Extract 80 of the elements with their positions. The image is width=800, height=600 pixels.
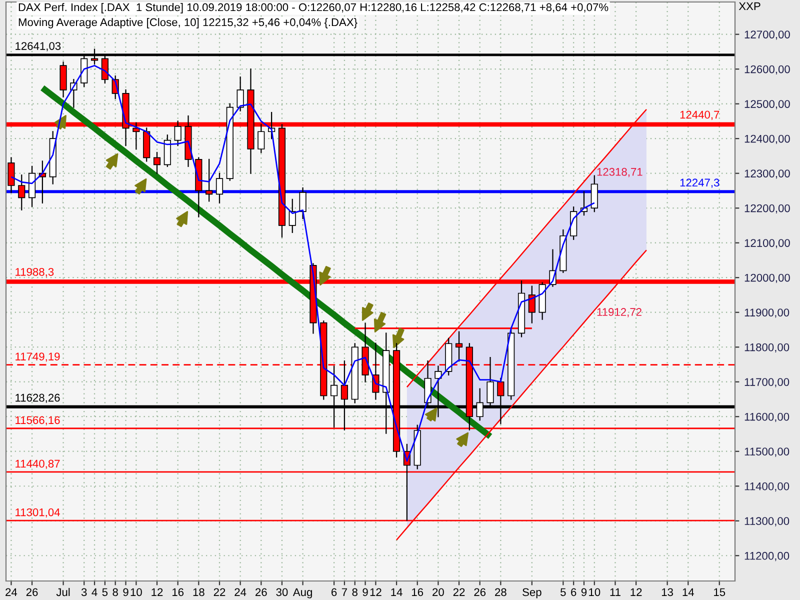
y-tick-label: 11300,00 (744, 517, 790, 526)
y-tick-label: 12700,00 (744, 30, 790, 40)
x-tick-label: 26 (256, 588, 267, 596)
y-tick-label: 12600,00 (744, 65, 790, 75)
x-tick-label: 5 (560, 588, 566, 596)
x-tick-label: 6 (571, 588, 576, 596)
x-tick-label: 30 (276, 588, 288, 596)
annotation: 12318,71 (597, 168, 642, 178)
x-tick-label: 9 (362, 588, 368, 596)
ref-line-label: 11440,87 (16, 460, 60, 469)
x-tick-label: 13 (662, 588, 673, 596)
y-tick-label: 12200,00 (744, 204, 790, 214)
x-tick-label: 26 (474, 588, 486, 596)
x-tick-label: 18 (193, 588, 204, 596)
x-tick-label: 26 (26, 588, 38, 596)
x-tick-label: 9 (581, 588, 587, 596)
x-tick-label: 16 (412, 588, 424, 596)
x-tick-label: 14 (682, 588, 694, 596)
ref-line-label: 11749,19 (16, 352, 60, 362)
x-tick-label: 6 (332, 588, 337, 596)
y-tick-label: 11200,00 (744, 552, 790, 562)
y-tick-label: 11600,00 (744, 412, 790, 422)
x-tick-label: 8 (112, 588, 118, 596)
x-tick-label: 12 (152, 588, 163, 596)
candlestick (174, 120, 182, 146)
x-tick-label: 7 (342, 588, 347, 596)
candlestick (153, 152, 161, 174)
x-tick-label: 8 (352, 588, 358, 596)
y-tick-label: 11900,00 (744, 308, 790, 318)
candlestick (590, 175, 598, 212)
candlestick (288, 198, 296, 233)
ref-line-label: 11628,26 (16, 394, 60, 403)
x-tick-label: 5 (102, 588, 108, 596)
y-tick-label: 11500,00 (744, 448, 790, 457)
y-tick-label: 12100,00 (744, 239, 790, 248)
candlestick (299, 187, 306, 220)
candlestick (236, 76, 244, 112)
x-tick-label: 15 (714, 588, 726, 596)
x-tick-label: Aug (292, 588, 312, 598)
candlestick (258, 124, 265, 154)
annotation: 11912,72 (597, 308, 642, 318)
y-tick-label: 12000,00 (744, 274, 790, 284)
y-tick-label: 12500,00 (744, 100, 790, 110)
x-tick-label: Sep (522, 588, 542, 598)
y-axis-title: XXP (738, 2, 760, 10)
x-tick-label: 20 (432, 588, 444, 596)
x-tick-label: 24 (234, 588, 246, 596)
y-tick-label: 11400,00 (744, 482, 790, 492)
chart-title: DAX Perf. Index [.DAX 1 Stunde] 10.09.2019 18:00:00 - O:12260,07 H:12280,16 L:12258,42 C:12268,71 +8,64 +0,07% (18, 3, 608, 14)
y-tick-label: 11700,00 (744, 378, 790, 388)
y-tick-label: 12400,00 (744, 134, 790, 144)
ref-line-label: 11988,3 (16, 268, 54, 278)
x-tick-label: 10 (130, 588, 142, 596)
ref-line-label: 12641,03 (16, 42, 61, 52)
candlestick (216, 172, 224, 204)
x-tick-label: 10 (589, 588, 600, 596)
x-tick-label: 9 (123, 588, 128, 596)
candlestick (455, 331, 463, 362)
x-tick-label: 4 (92, 588, 98, 596)
ref-line-label: 11301,04 (16, 508, 60, 518)
x-tick-label: 14 (391, 588, 402, 596)
text: Moving Average Adaptive [Close, 10] 12215,32 +5,46 +0,04% {.DAX} (18, 18, 358, 28)
x-tick-label: 28 (495, 588, 506, 596)
candlestick (18, 174, 26, 210)
y-tick-label: 11800,00 (744, 343, 790, 353)
x-tick-label: 11 (610, 588, 620, 596)
x-tick-label: 3 (81, 588, 87, 596)
ref-line-label: 11566,16 (16, 416, 60, 426)
x-tick-label: 12 (630, 588, 642, 596)
x-tick-label: Jul (56, 588, 70, 596)
y-tick-label: 12300,00 (744, 170, 790, 179)
x-tick-label: 16 (172, 588, 184, 596)
ref-line-label: 12440,7 (680, 110, 720, 120)
candlestick (8, 157, 15, 194)
ref-line-label: 12247,3 (680, 178, 720, 188)
x-tick-label: 22 (214, 588, 226, 596)
candlestick (206, 158, 213, 202)
x-tick-label: 22 (453, 588, 465, 596)
x-tick-label: 24 (6, 588, 18, 596)
x-tick-label: 12 (370, 588, 382, 596)
